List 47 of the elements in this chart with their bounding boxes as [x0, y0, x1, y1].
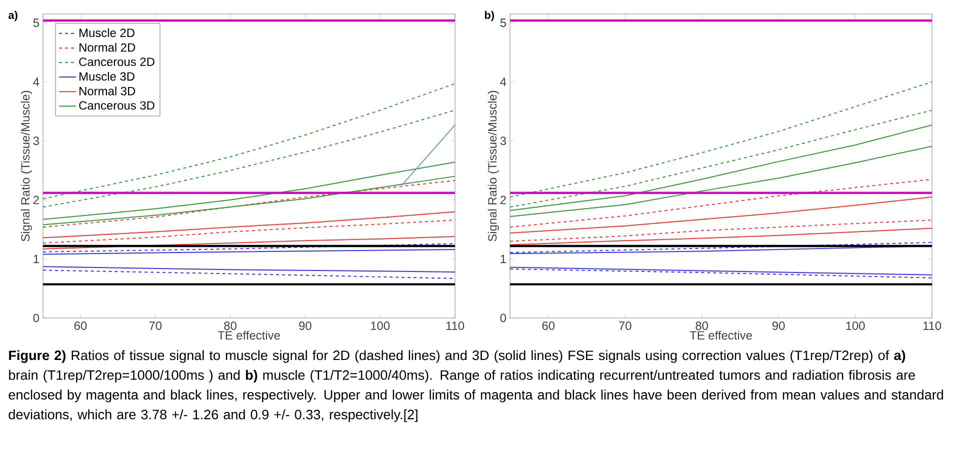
line-series	[42, 162, 456, 220]
x-tick-label: 70	[619, 322, 632, 330]
legend-label: Cancerous 2D	[79, 58, 154, 66]
legend-label: Normal 3D	[80, 86, 136, 96]
legend-label: Normal 2D	[80, 42, 136, 52]
y-axis-title: Signal Ratio (Tissue/Muscle)	[488, 90, 500, 242]
legend-label: Cancerous 3D	[79, 101, 154, 110]
line-series	[42, 110, 456, 208]
x-axis-title: TE effective	[690, 330, 752, 340]
y-tick-label: 3	[500, 136, 506, 146]
x-tick-label: 100	[846, 322, 865, 330]
x-tick-label: 70	[149, 322, 162, 330]
x-tick-label: 100	[371, 322, 390, 330]
y-tick-label: 0	[33, 314, 40, 322]
legend-label: Muscle 2D	[80, 28, 134, 38]
y-tick-label: 1	[34, 254, 39, 264]
line-series	[510, 178, 933, 228]
y-tick-label: 5	[33, 18, 39, 28]
y-axis-title: Signal Ratio (Tissue/Muscle)	[20, 90, 32, 242]
text: Figure 2) Ratios of tissue signal to muscle signal for 2D (dashed lines) and 3D (solid lines) FSE signals using correction values (T1rep/T2rep) of a) brain (T1rep/T2rep=1000/100ms ) and b) muscle (T1/T2=1000/40ms). Range of ratios indicating recurrent/untreated tumors and radiation fibrosis are enclosed by magenta and black lines, respectively. Upper and lower limits of magenta and black lines have been derived from mean values and standard deviations, which are 3.78 +/- 1.26 and 0.9 +/- 0.33, respectively.[2]	[8, 350, 944, 422]
y-tick-label: 3	[33, 136, 39, 146]
x-tick-label: 110	[446, 322, 464, 330]
x-tick-label: 110	[923, 322, 942, 330]
y-tick-label: 2	[33, 196, 39, 204]
x-tick-label: 60	[542, 322, 555, 330]
x-tick-label: 90	[772, 322, 785, 330]
line-series	[42, 83, 456, 200]
y-tick-label: 4	[500, 78, 506, 86]
x-axis-title: TE effective	[218, 330, 280, 340]
legend-label: Muscle 3D	[80, 72, 134, 81]
x-tick-label: 60	[74, 322, 87, 330]
x-tick-label: 80	[224, 322, 236, 330]
text: b)	[484, 10, 494, 22]
line-series	[510, 196, 933, 234]
y-tick-label: 1	[500, 254, 506, 264]
line-series	[510, 219, 933, 242]
y-tick-label: 5	[500, 18, 506, 28]
line-series	[510, 146, 933, 217]
x-tick-label: 80	[696, 322, 708, 330]
x-tick-label: 90	[299, 322, 312, 330]
y-tick-label: 0	[500, 314, 506, 322]
line-series	[510, 110, 933, 208]
y-tick-label: 4	[33, 78, 40, 86]
line-series	[42, 211, 456, 238]
line-series	[510, 124, 933, 212]
y-tick-label: 2	[500, 196, 506, 204]
text: a)	[8, 10, 18, 22]
